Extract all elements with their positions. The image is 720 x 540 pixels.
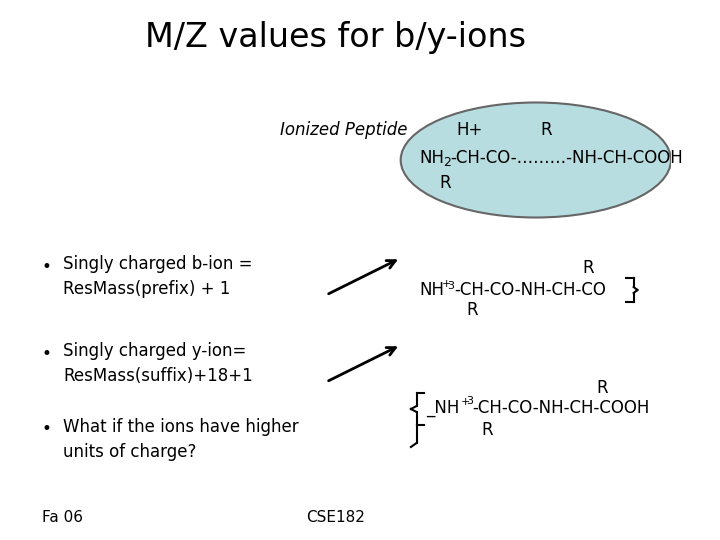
Text: _NH: _NH — [426, 399, 459, 417]
Text: 3: 3 — [466, 396, 473, 406]
Text: +: + — [460, 397, 469, 407]
Text: R: R — [582, 259, 594, 277]
Text: R: R — [596, 379, 608, 397]
Text: 2: 2 — [444, 157, 451, 170]
Text: +: + — [441, 279, 451, 289]
Text: •: • — [42, 258, 52, 276]
Text: R: R — [541, 121, 552, 139]
Text: Singly charged b-ion =
ResMass(prefix) + 1: Singly charged b-ion = ResMass(prefix) +… — [63, 255, 253, 298]
Text: NH: NH — [419, 281, 444, 299]
Text: NH: NH — [419, 149, 444, 167]
Text: Fa 06: Fa 06 — [42, 510, 83, 525]
Text: Singly charged y-ion=
ResMass(suffix)+18+1: Singly charged y-ion= ResMass(suffix)+18… — [63, 342, 253, 385]
Text: R: R — [466, 301, 477, 319]
Text: CSE182: CSE182 — [306, 510, 365, 525]
Text: •: • — [42, 345, 52, 363]
Text: •: • — [42, 420, 52, 438]
Text: M/Z values for b/y-ions: M/Z values for b/y-ions — [145, 22, 526, 55]
Text: R: R — [482, 421, 493, 439]
Text: -CH-CO-NH-CH-COOH: -CH-CO-NH-CH-COOH — [472, 399, 650, 417]
Text: R: R — [440, 174, 451, 192]
Text: -CH-CO-NH-CH-CO: -CH-CO-NH-CH-CO — [454, 281, 606, 299]
Text: Ionized Peptide: Ionized Peptide — [279, 121, 407, 139]
Ellipse shape — [401, 103, 671, 218]
Text: H+: H+ — [456, 121, 483, 139]
Text: What if the ions have higher
units of charge?: What if the ions have higher units of ch… — [63, 418, 299, 461]
Text: -CH-CO-………-NH-CH-COOH: -CH-CO-………-NH-CH-COOH — [450, 149, 683, 167]
Text: 3: 3 — [447, 281, 454, 291]
